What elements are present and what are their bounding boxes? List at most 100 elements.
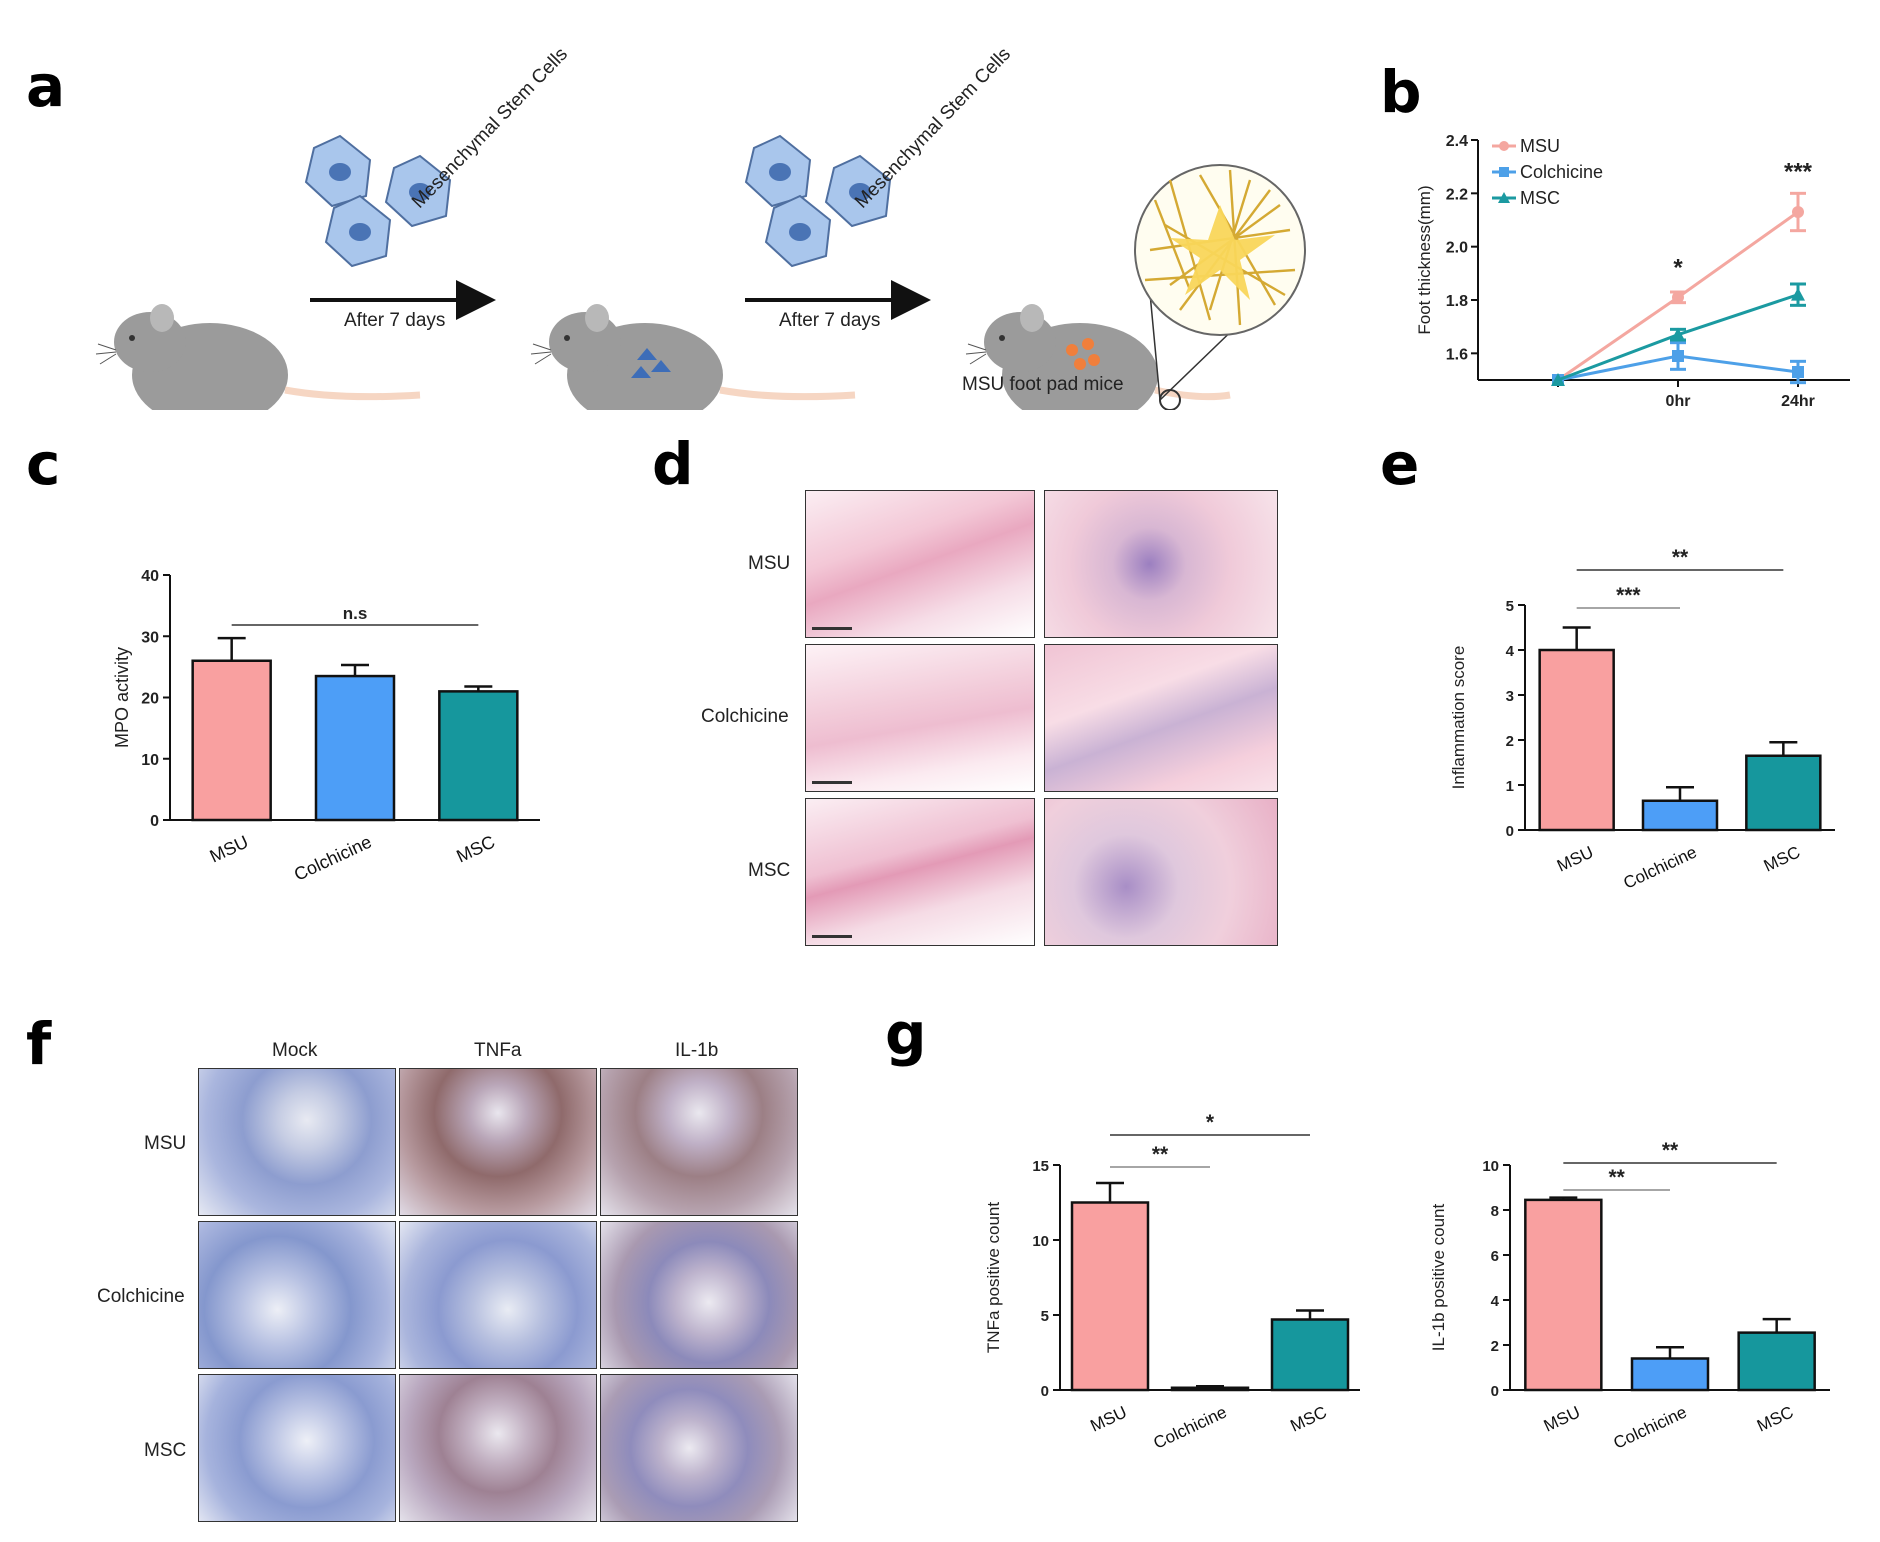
data-point bbox=[1671, 327, 1685, 341]
data-point bbox=[1792, 206, 1804, 218]
x-tick-label: MSU bbox=[1554, 842, 1596, 875]
x-tick-label: MSC bbox=[1287, 1402, 1329, 1435]
x-tick-label: 0hr bbox=[1666, 393, 1691, 410]
legend-marker bbox=[1499, 141, 1509, 151]
schematic-diagram bbox=[94, 135, 1306, 410]
scale-bar-3 bbox=[812, 935, 852, 938]
panel-letter-b: b bbox=[1380, 58, 1422, 126]
significance-label: *** bbox=[1616, 584, 1641, 607]
ihc-msu-il1b bbox=[600, 1068, 798, 1216]
legend-label: Colchicine bbox=[1520, 162, 1603, 182]
arrow-label-2: After 7 days bbox=[779, 310, 881, 331]
panel-letter-e: e bbox=[1380, 430, 1420, 498]
ihc-colchicine-il1b bbox=[600, 1221, 798, 1369]
y-tick-label: 6 bbox=[1491, 1248, 1499, 1265]
y-tick-label: 15 bbox=[1032, 1158, 1049, 1175]
histology-msc-high bbox=[1044, 798, 1278, 946]
histology-msc-low bbox=[805, 798, 1035, 946]
bar-colchicine bbox=[1170, 1386, 1250, 1392]
significance-label: * bbox=[1206, 1111, 1215, 1134]
y-tick-label: 10 bbox=[141, 752, 159, 769]
y-tick-label: 20 bbox=[141, 691, 159, 708]
y-tick-label: 2.0 bbox=[1446, 240, 1468, 257]
x-tick-label: Colchicine bbox=[1621, 842, 1700, 892]
ihc-msc-il1b bbox=[600, 1374, 798, 1522]
bar-msu bbox=[1070, 1201, 1150, 1392]
bar-msu bbox=[1538, 648, 1615, 832]
significance-label: n.s bbox=[343, 604, 368, 623]
histology-msu-high bbox=[1044, 490, 1278, 638]
scale-bar-2 bbox=[812, 781, 852, 784]
y-axis-label: TNFa positive count bbox=[984, 1202, 1003, 1353]
row-label-f-msc: MSC bbox=[144, 1440, 187, 1461]
x-tick-label: MSU bbox=[1087, 1402, 1129, 1435]
y-tick-label: 5 bbox=[1041, 1308, 1049, 1325]
legend-label: MSC bbox=[1520, 188, 1560, 208]
y-tick-label: 0 bbox=[150, 813, 159, 830]
row-label-f-msu: MSU bbox=[144, 1133, 187, 1154]
bar-colchicine bbox=[314, 674, 396, 822]
crystal-zoom-circle bbox=[1134, 164, 1306, 336]
ihc-msu-tnfa bbox=[399, 1068, 597, 1216]
col-label-tnfa: TNFa bbox=[474, 1040, 522, 1061]
x-tick-label: MSU bbox=[207, 831, 252, 866]
significance-label: ** bbox=[1672, 546, 1689, 569]
y-tick-label: 10 bbox=[1482, 1158, 1499, 1175]
histology-colchicine-high bbox=[1044, 644, 1278, 792]
y-axis-label: MPO activity bbox=[112, 647, 132, 748]
row-label-colchicine: Colchicine bbox=[701, 706, 789, 727]
x-tick-label: Colchicine bbox=[1151, 1402, 1230, 1452]
y-axis-label: Foot thickness(mm) bbox=[1415, 185, 1434, 334]
data-point bbox=[1791, 287, 1805, 301]
y-tick-label: 40 bbox=[141, 568, 159, 585]
legend-marker bbox=[1498, 192, 1510, 203]
ihc-msu-mock bbox=[198, 1068, 396, 1216]
scale-bar-1 bbox=[812, 627, 852, 630]
legend-marker bbox=[1499, 167, 1509, 177]
row-label-msu: MSU bbox=[748, 553, 791, 574]
y-tick-label: 1 bbox=[1506, 778, 1514, 795]
mouse-2 bbox=[529, 302, 856, 410]
y-tick-label: 2.4 bbox=[1446, 133, 1468, 150]
histology-msu-low bbox=[805, 490, 1035, 638]
x-tick-label: 24hr bbox=[1781, 393, 1815, 410]
panel-letter-d: d bbox=[652, 430, 694, 498]
data-point bbox=[1672, 350, 1684, 362]
bar-msc bbox=[1745, 754, 1822, 832]
chart-b-foot-thickness: 1.6 1.8 2.0 2.2 2.4 0hr 24hr Foot thickness(mm)… bbox=[1415, 133, 1850, 410]
y-tick-label: 0 bbox=[1041, 1383, 1049, 1400]
y-tick-label: 30 bbox=[141, 629, 159, 646]
bar-msu bbox=[191, 659, 272, 822]
mouse-1 bbox=[94, 302, 421, 410]
significance-label: ** bbox=[1152, 1143, 1169, 1166]
chart-g1-tnfa-count: 0 5 10 15 TNFa positive count MSU Colchicine MS… bbox=[984, 1111, 1360, 1453]
bar-colchicine bbox=[1641, 799, 1719, 832]
y-axis-label: IL-1b positive count bbox=[1429, 1204, 1448, 1352]
ihc-colchicine-tnfa bbox=[399, 1221, 597, 1369]
x-tick-label: MSU bbox=[1541, 1402, 1583, 1435]
y-tick-label: 4 bbox=[1506, 643, 1515, 660]
row-label-f-colchicine: Colchicine bbox=[97, 1286, 185, 1307]
bar-msc bbox=[438, 690, 519, 822]
y-tick-label: 1.8 bbox=[1446, 293, 1468, 310]
x-tick-label: MSC bbox=[453, 831, 498, 866]
ihc-msc-tnfa bbox=[399, 1374, 597, 1522]
y-tick-label: 2 bbox=[1491, 1338, 1499, 1355]
x-tick-label: Colchicine bbox=[1611, 1402, 1690, 1452]
ihc-colchicine-mock bbox=[198, 1221, 396, 1369]
x-tick-label: MSC bbox=[1754, 1402, 1796, 1435]
chart-e-inflammation-score: 0 1 2 3 4 5 Inflammation score MSU Colchicine MSC… bbox=[1449, 546, 1835, 893]
data-point bbox=[1792, 366, 1804, 378]
y-tick-label: 2.2 bbox=[1446, 186, 1468, 203]
x-tick-label: MSC bbox=[1761, 842, 1803, 875]
y-tick-label: 0 bbox=[1506, 823, 1514, 840]
arrow-label-1: After 7 days bbox=[344, 310, 446, 331]
y-tick-label: 5 bbox=[1506, 598, 1514, 615]
significance-label: * bbox=[1673, 254, 1683, 281]
significance-label: ** bbox=[1662, 1139, 1679, 1162]
y-tick-label: 3 bbox=[1506, 688, 1514, 705]
chart-c-mpo-activity: 0 10 20 30 40 MPO activity MSU Colchicine MSC n.s bbox=[112, 568, 540, 885]
significance-label: ** bbox=[1608, 1166, 1625, 1189]
histology-colchicine-low bbox=[805, 644, 1035, 792]
bar-msu bbox=[1524, 1198, 1603, 1392]
